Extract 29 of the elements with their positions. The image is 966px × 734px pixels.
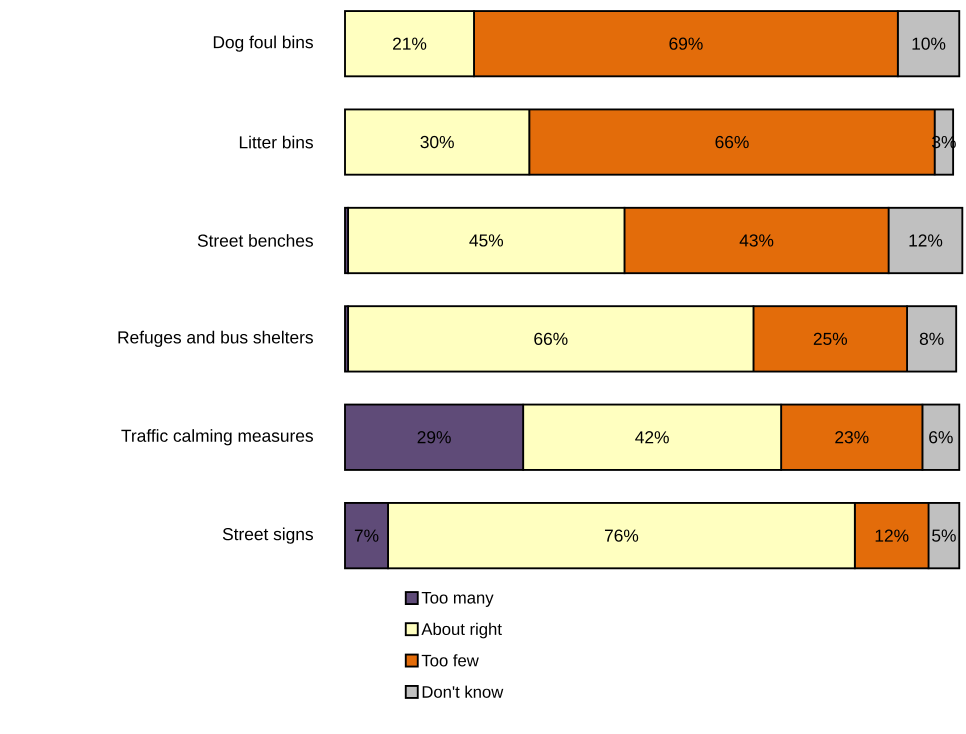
data-label: 8% [920,332,944,345]
data-label: 45% [469,234,504,247]
data-label: 23% [835,431,869,444]
data-label: 10% [912,38,946,50]
y-tick-label: Refuges and bus shelters [118,330,313,347]
data-label: 7% [354,530,378,542]
data-label: 12% [909,234,942,247]
data-label: 12% [876,530,908,542]
data-label: 5% [932,530,956,542]
data-label: 66% [716,136,749,148]
legend-label: Don't know [422,686,504,698]
data-label: 66% [534,332,568,345]
data-label: 21% [393,38,426,50]
legend-label: About right [421,622,502,638]
y-tick-label: Litter bins [240,136,313,148]
data-label: 30% [420,136,454,148]
data-label: 69% [669,38,703,50]
y-tick-label: Street benches [198,234,313,247]
y-tick-label: Traffic calming measures [121,429,313,446]
data-label: 6% [929,431,953,444]
data-label: 42% [635,431,669,444]
legend-label: Too many [422,592,494,607]
legend-label: Too few [422,654,479,666]
y-tick-label: Street signs [222,528,313,544]
data-label: 29% [418,431,451,444]
y-tick-label: Dog foul bins [214,36,313,52]
data-label: 25% [814,332,848,345]
data-label: 43% [740,234,774,247]
data-label: 76% [604,529,638,542]
